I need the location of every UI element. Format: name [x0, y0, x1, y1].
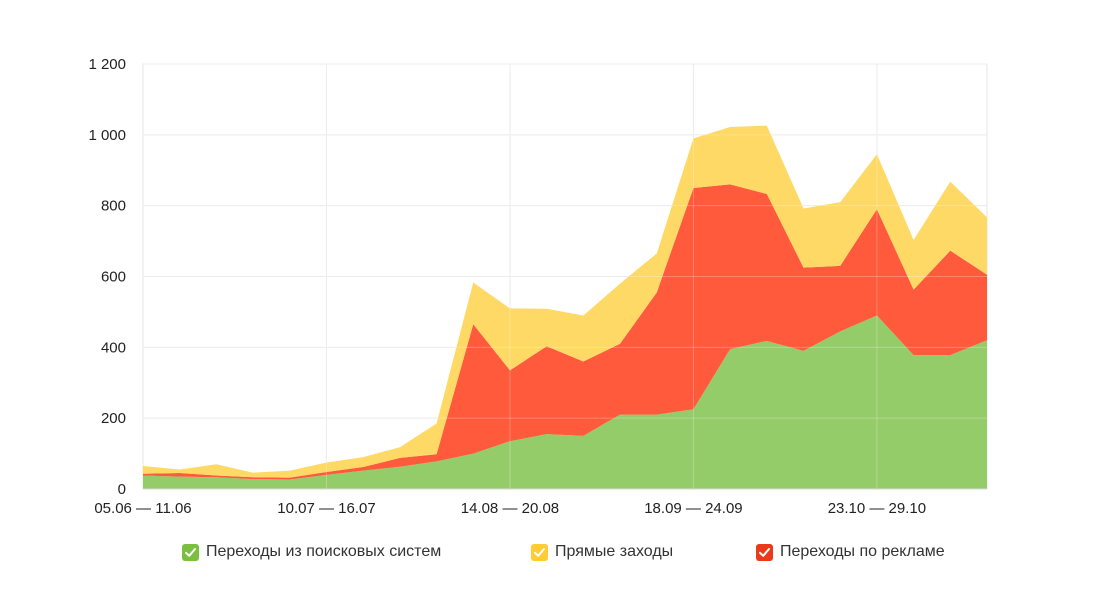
- x-tick-label: 10.07 — 16.07: [277, 500, 375, 517]
- legend-item-search[interactable]: Переходы из поисковых систем: [182, 543, 441, 561]
- x-tick-label: 05.06 — 11.06: [94, 500, 191, 517]
- y-tick-label: 800: [101, 198, 126, 215]
- legend-item-ads[interactable]: Переходы по рекламе: [756, 543, 945, 561]
- y-tick-label: 400: [101, 339, 126, 356]
- checkbox-checked-icon[interactable]: [756, 543, 773, 561]
- legend-label: Переходы по рекламе: [780, 543, 945, 560]
- y-tick-label: 1 200: [88, 56, 126, 73]
- x-tick-label: 14.08 — 20.08: [461, 500, 559, 517]
- x-tick-label: 18.09 — 24.09: [644, 500, 742, 517]
- y-tick-label: 600: [101, 269, 126, 286]
- area-search[interactable]: [143, 315, 987, 489]
- area-ads[interactable]: [143, 184, 987, 480]
- y-tick-label: 0: [118, 481, 126, 498]
- legend-label: Переходы из поисковых систем: [206, 543, 442, 560]
- checkbox-checked-icon[interactable]: [182, 543, 199, 561]
- legend-item-direct[interactable]: Прямые заходы: [531, 543, 673, 561]
- y-tick-label: 1 000: [88, 127, 126, 144]
- x-tick-label: 23.10 — 29.10: [828, 500, 926, 517]
- chart-legend: Переходы из поисковых систем Прямые захо…: [0, 543, 1100, 567]
- checkbox-checked-icon[interactable]: [531, 543, 548, 561]
- y-tick-label: 200: [101, 410, 126, 427]
- legend-label: Прямые заходы: [555, 543, 674, 560]
